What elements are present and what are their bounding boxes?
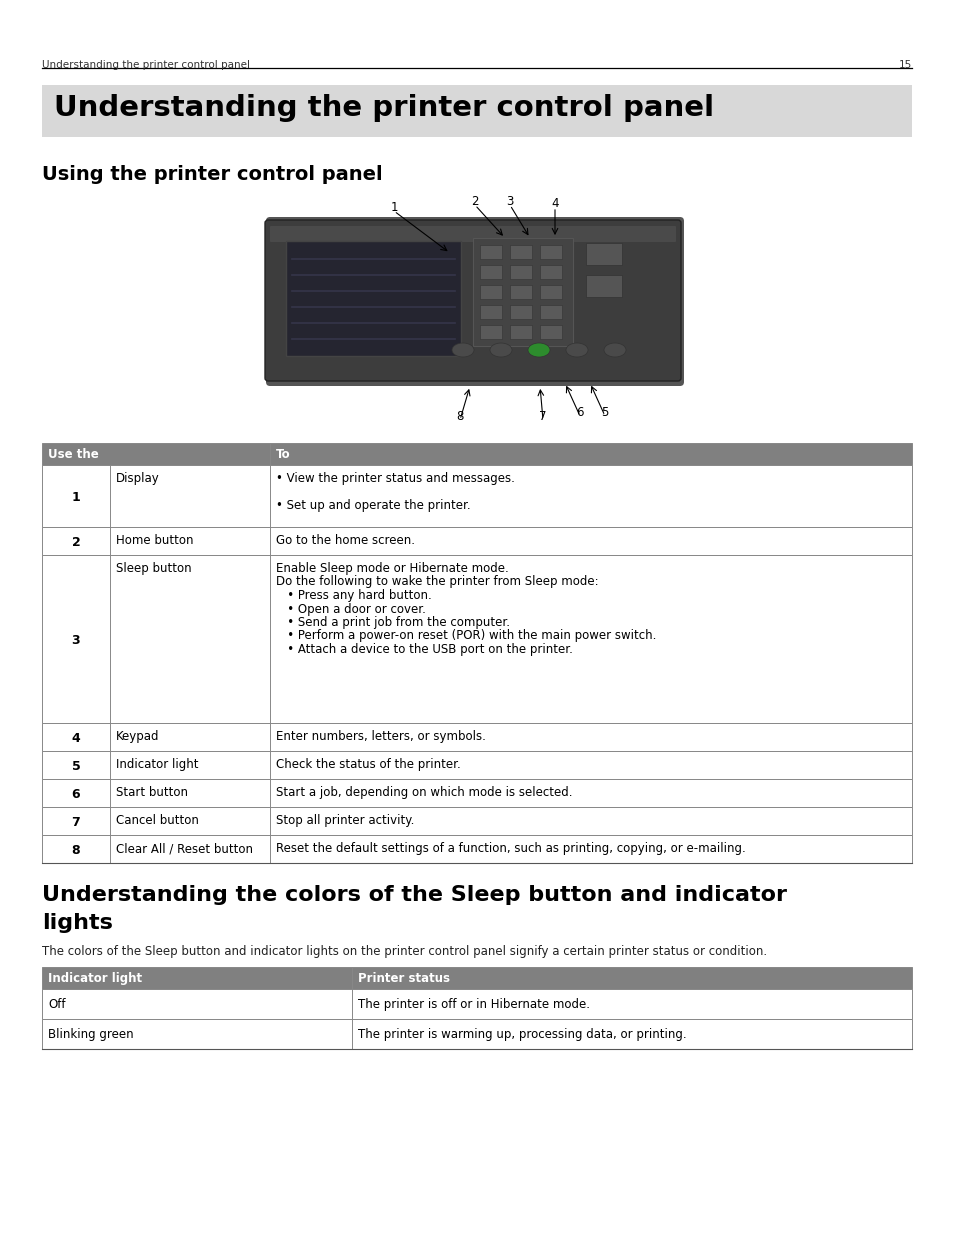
- Text: Understanding the printer control panel: Understanding the printer control panel: [42, 61, 250, 70]
- Text: Do the following to wake the printer from Sleep mode:: Do the following to wake the printer fro…: [275, 576, 598, 589]
- Text: Cancel button: Cancel button: [116, 814, 198, 827]
- Text: 1: 1: [390, 201, 397, 214]
- Bar: [510, 266, 532, 279]
- Ellipse shape: [452, 343, 474, 357]
- Bar: [286, 241, 460, 356]
- Text: • Attach a device to the USB port on the printer.: • Attach a device to the USB port on the…: [275, 643, 572, 656]
- Ellipse shape: [565, 343, 587, 357]
- Bar: [510, 305, 532, 319]
- Text: 15: 15: [898, 61, 911, 70]
- Text: The colors of the Sleep button and indicator lights on the printer control panel: The colors of the Sleep button and indic…: [42, 945, 766, 958]
- Bar: [42, 555, 911, 722]
- Text: 2: 2: [471, 195, 478, 207]
- Bar: [42, 722, 911, 751]
- Ellipse shape: [527, 343, 550, 357]
- Bar: [510, 325, 532, 338]
- Text: Blinking green: Blinking green: [48, 1028, 133, 1041]
- Text: Sleep button: Sleep button: [116, 562, 192, 576]
- Text: 8: 8: [456, 410, 463, 424]
- FancyBboxPatch shape: [265, 220, 680, 382]
- Text: Start a job, depending on which mode is selected.: Start a job, depending on which mode is …: [275, 785, 572, 799]
- Text: To: To: [275, 448, 291, 461]
- Bar: [473, 238, 573, 346]
- Text: The printer is warming up, processing data, or printing.: The printer is warming up, processing da…: [357, 1028, 686, 1041]
- Text: Use the: Use the: [48, 448, 99, 461]
- Ellipse shape: [603, 343, 625, 357]
- Text: • Set up and operate the printer.: • Set up and operate the printer.: [275, 499, 470, 513]
- Bar: [42, 779, 911, 806]
- Bar: [42, 989, 911, 1019]
- FancyBboxPatch shape: [270, 226, 676, 242]
- Bar: [585, 275, 621, 296]
- Bar: [479, 266, 501, 279]
- Bar: [585, 243, 621, 266]
- Text: Indicator light: Indicator light: [48, 972, 142, 986]
- Text: 3: 3: [506, 195, 513, 207]
- Text: Display: Display: [116, 472, 159, 485]
- Bar: [539, 285, 561, 299]
- Text: • Perform a power-on reset (POR) with the main power switch.: • Perform a power-on reset (POR) with th…: [275, 630, 656, 642]
- Text: • Press any hard button.: • Press any hard button.: [275, 589, 432, 601]
- Bar: [479, 245, 501, 259]
- Text: 2: 2: [71, 536, 80, 550]
- Bar: [42, 751, 911, 779]
- Ellipse shape: [490, 343, 512, 357]
- Text: • Open a door or cover.: • Open a door or cover.: [275, 603, 425, 615]
- Text: Off: Off: [48, 998, 66, 1011]
- Bar: [539, 305, 561, 319]
- Text: Go to the home screen.: Go to the home screen.: [275, 534, 415, 547]
- Text: 7: 7: [71, 816, 80, 829]
- Text: Stop all printer activity.: Stop all printer activity.: [275, 814, 414, 827]
- Text: 6: 6: [71, 788, 80, 802]
- Text: Start button: Start button: [116, 785, 188, 799]
- FancyBboxPatch shape: [266, 217, 683, 387]
- Text: Enter numbers, letters, or symbols.: Enter numbers, letters, or symbols.: [275, 730, 485, 743]
- Bar: [42, 967, 911, 989]
- Bar: [42, 835, 911, 863]
- Text: 7: 7: [538, 410, 546, 424]
- Text: 5: 5: [600, 406, 608, 419]
- Bar: [539, 325, 561, 338]
- Bar: [42, 1019, 911, 1049]
- Text: 8: 8: [71, 844, 80, 857]
- Text: Keypad: Keypad: [116, 730, 159, 743]
- Text: Enable Sleep mode or Hibernate mode.: Enable Sleep mode or Hibernate mode.: [275, 562, 508, 576]
- Text: 6: 6: [576, 406, 583, 419]
- Bar: [510, 285, 532, 299]
- Bar: [479, 305, 501, 319]
- Text: The printer is off or in Hibernate mode.: The printer is off or in Hibernate mode.: [357, 998, 589, 1011]
- Text: Home button: Home button: [116, 534, 193, 547]
- Text: Reset the default settings of a function, such as printing, copying, or e-mailin: Reset the default settings of a function…: [275, 842, 745, 855]
- Bar: [42, 85, 911, 137]
- Text: 1: 1: [71, 492, 80, 504]
- Text: • View the printer status and messages.: • View the printer status and messages.: [275, 472, 515, 485]
- Bar: [42, 466, 911, 527]
- Bar: [42, 806, 911, 835]
- Bar: [539, 245, 561, 259]
- Text: Indicator light: Indicator light: [116, 758, 198, 771]
- Text: Check the status of the printer.: Check the status of the printer.: [275, 758, 460, 771]
- Text: 5: 5: [71, 760, 80, 773]
- Text: Understanding the colors of the Sleep button and indicator: Understanding the colors of the Sleep bu…: [42, 885, 786, 905]
- Bar: [479, 325, 501, 338]
- Text: • Send a print job from the computer.: • Send a print job from the computer.: [275, 616, 510, 629]
- Text: 4: 4: [551, 198, 558, 210]
- Text: Printer status: Printer status: [357, 972, 450, 986]
- Text: lights: lights: [42, 913, 112, 932]
- Text: Understanding the printer control panel: Understanding the printer control panel: [54, 94, 714, 122]
- Bar: [42, 527, 911, 555]
- Bar: [42, 443, 911, 466]
- Text: 4: 4: [71, 732, 80, 745]
- Text: 3: 3: [71, 634, 80, 647]
- Bar: [510, 245, 532, 259]
- Bar: [479, 285, 501, 299]
- Text: Using the printer control panel: Using the printer control panel: [42, 165, 382, 184]
- Text: Clear All / Reset button: Clear All / Reset button: [116, 842, 253, 855]
- Bar: [539, 266, 561, 279]
